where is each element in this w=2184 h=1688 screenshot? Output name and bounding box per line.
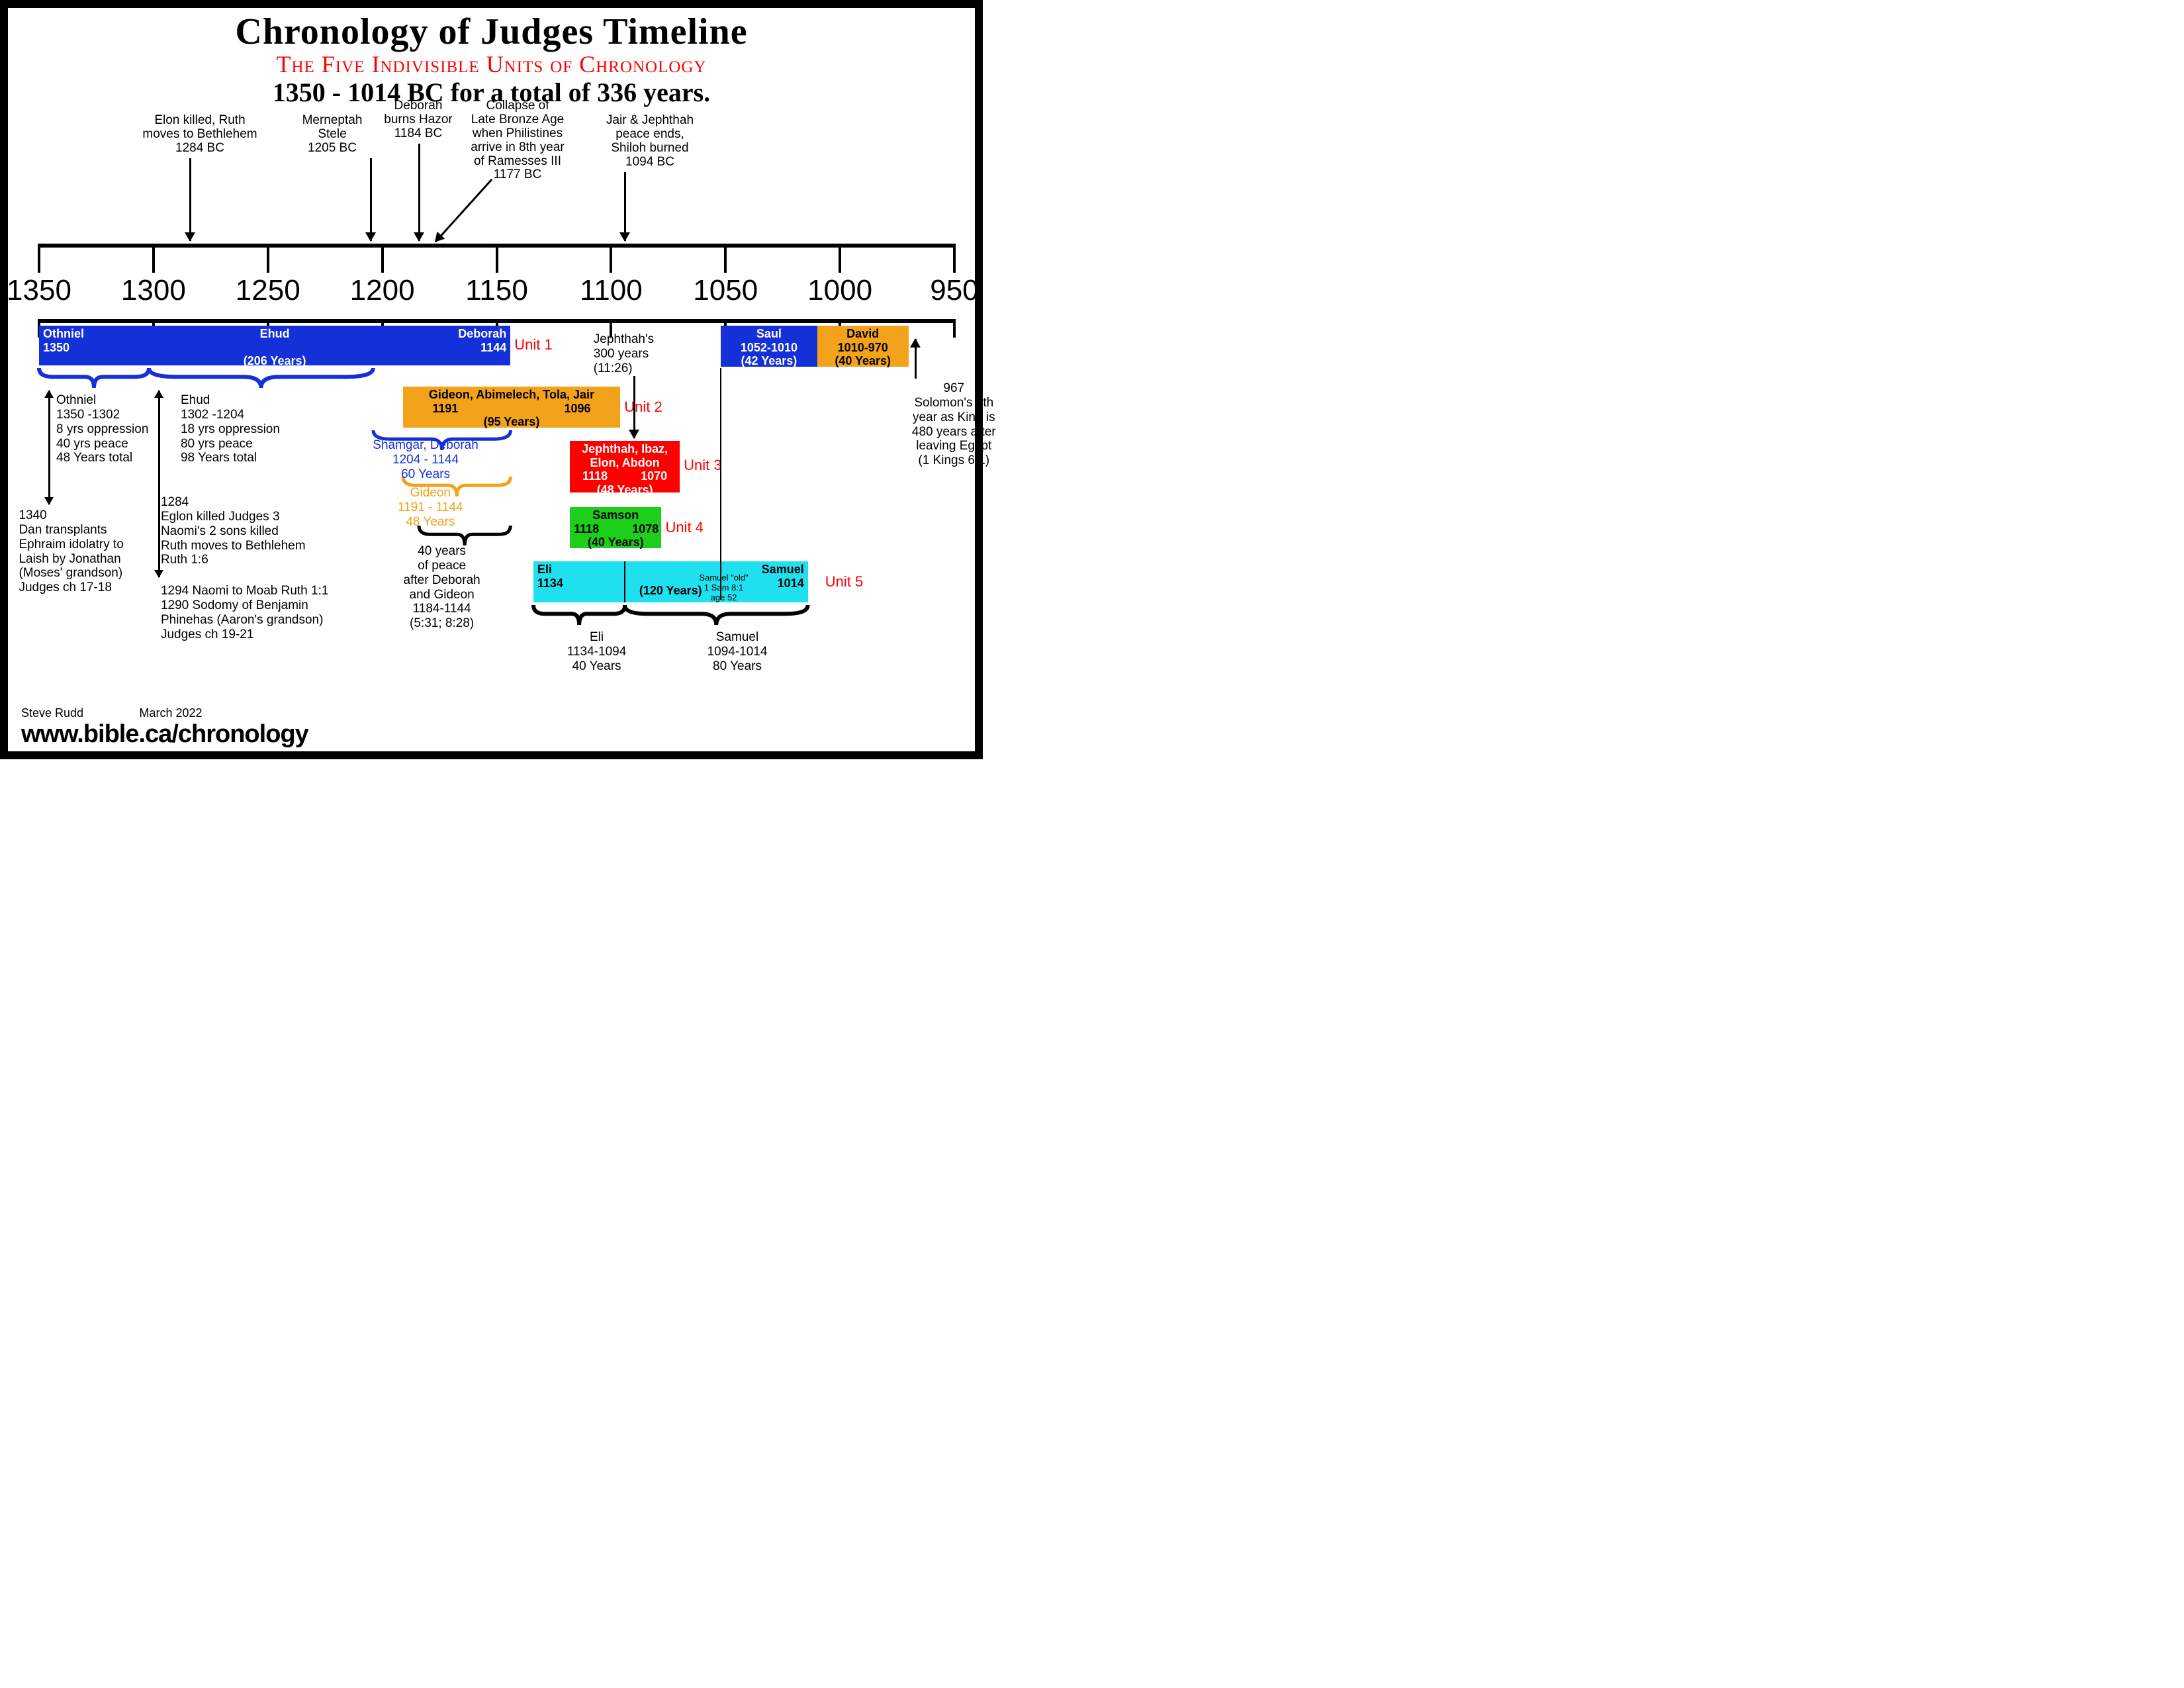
footer: Steve Rudd March 2022 www.bible.ca/chron…	[21, 706, 962, 749]
note: Samuel 1094-1014 80 Years	[684, 630, 790, 674]
tick-label: 1000	[807, 274, 872, 307]
brace-icon	[625, 605, 808, 628]
tick-label: 1200	[350, 274, 415, 307]
unit3-bar: Jephthah, Ibaz, Elon, Abdon 1118 1070 (4…	[570, 441, 680, 492]
note: Jephthah's 300 years (11:26)	[594, 332, 686, 376]
divider-line	[720, 368, 721, 600]
note: 1294 Naomi to Moab Ruth 1:1 1290 Sodomy …	[161, 584, 359, 641]
footer-author: Steve Rudd	[21, 706, 83, 720]
arrow-icon	[633, 376, 635, 438]
event-annotation: Collapse of Late Bronze Age when Philist…	[455, 99, 580, 182]
brace-icon	[149, 368, 373, 391]
arrow-icon	[418, 144, 420, 241]
arrow-icon	[915, 339, 917, 379]
arrow-icon	[370, 158, 372, 241]
tick-label: 1350	[7, 274, 71, 307]
david-bar: David 1010-970 (40 Years)	[817, 326, 909, 367]
unit4-label: Unit 4	[665, 519, 703, 536]
arrow-icon	[158, 391, 160, 577]
arrow-icon	[435, 179, 492, 242]
tick-label: 1150	[465, 274, 528, 307]
note: 1284 Eglon killed Judges 3 Naomi's 2 son…	[161, 495, 320, 567]
event-annotation: Merneptah Stele 1205 BC	[286, 114, 379, 156]
event-annotation: Elon killed, Ruth moves to Bethlehem 128…	[127, 114, 273, 156]
tick-label: 950	[930, 274, 978, 307]
unit1-label: Unit 1	[514, 336, 552, 353]
note: Eli 1134-1094 40 Years	[547, 630, 647, 674]
brace-icon	[533, 605, 625, 628]
arrow-icon	[189, 158, 191, 241]
unit2-label: Unit 2	[624, 399, 662, 416]
unit5-label: Unit 5	[825, 573, 863, 590]
unit5-bar: Eli 1134(120 Years)Samuel 1014Samuel "ol…	[533, 561, 808, 602]
footer-url: www.bible.ca/chronology	[21, 720, 962, 749]
note: Ehud 1302 -1204 18 yrs oppression 80 yrs…	[181, 393, 306, 465]
title-main: Chronology of Judges Timeline	[8, 11, 975, 53]
brace-icon	[39, 368, 149, 391]
saul-bar: Saul 1052-1010 (42 Years)	[721, 326, 817, 367]
note: Gideon 1191 - 1144 48 Years	[371, 486, 490, 530]
event-annotation: Jair & Jephthah peace ends, Shiloh burne…	[590, 114, 709, 169]
arrow-icon	[48, 391, 50, 504]
note: 40 years of peace after Deborah and Gide…	[383, 544, 502, 631]
chart-area: 13501300125012001150110010501000950Elon …	[28, 114, 955, 705]
unit1-bar: Othniel 1350Ehud (206 Years)Deborah 1144	[39, 326, 510, 365]
note: Othniel 1350 -1302 8 yrs oppression 40 y…	[56, 393, 169, 465]
note: 1340 Dan transplants Ephraim idolatry to…	[19, 508, 151, 595]
footer-date: March 2022	[140, 706, 203, 720]
unit3-label: Unit 3	[684, 457, 721, 474]
tick-label: 1300	[121, 274, 186, 307]
unit4-bar: Samson 1118 1078 (40 Years)	[570, 507, 661, 548]
note: Shamgar, Deborah 1204 - 1144 60 Years	[359, 438, 492, 482]
tick-label: 1050	[693, 274, 758, 307]
event-annotation: Deborah burns Hazor 1184 BC	[369, 99, 468, 141]
arrow-icon	[624, 172, 626, 241]
note: 967 Solomon's 4th year as King is 480 ye…	[891, 381, 1017, 468]
unit2-bar: Gideon, Abimelech, Tola, Jair 1191 1096 …	[403, 387, 620, 428]
tick-label: 1100	[580, 274, 643, 307]
title-sub: The Five Indivisible Units of Chronology	[8, 50, 975, 78]
tick-label: 1250	[236, 274, 300, 307]
divider-line	[624, 561, 625, 602]
